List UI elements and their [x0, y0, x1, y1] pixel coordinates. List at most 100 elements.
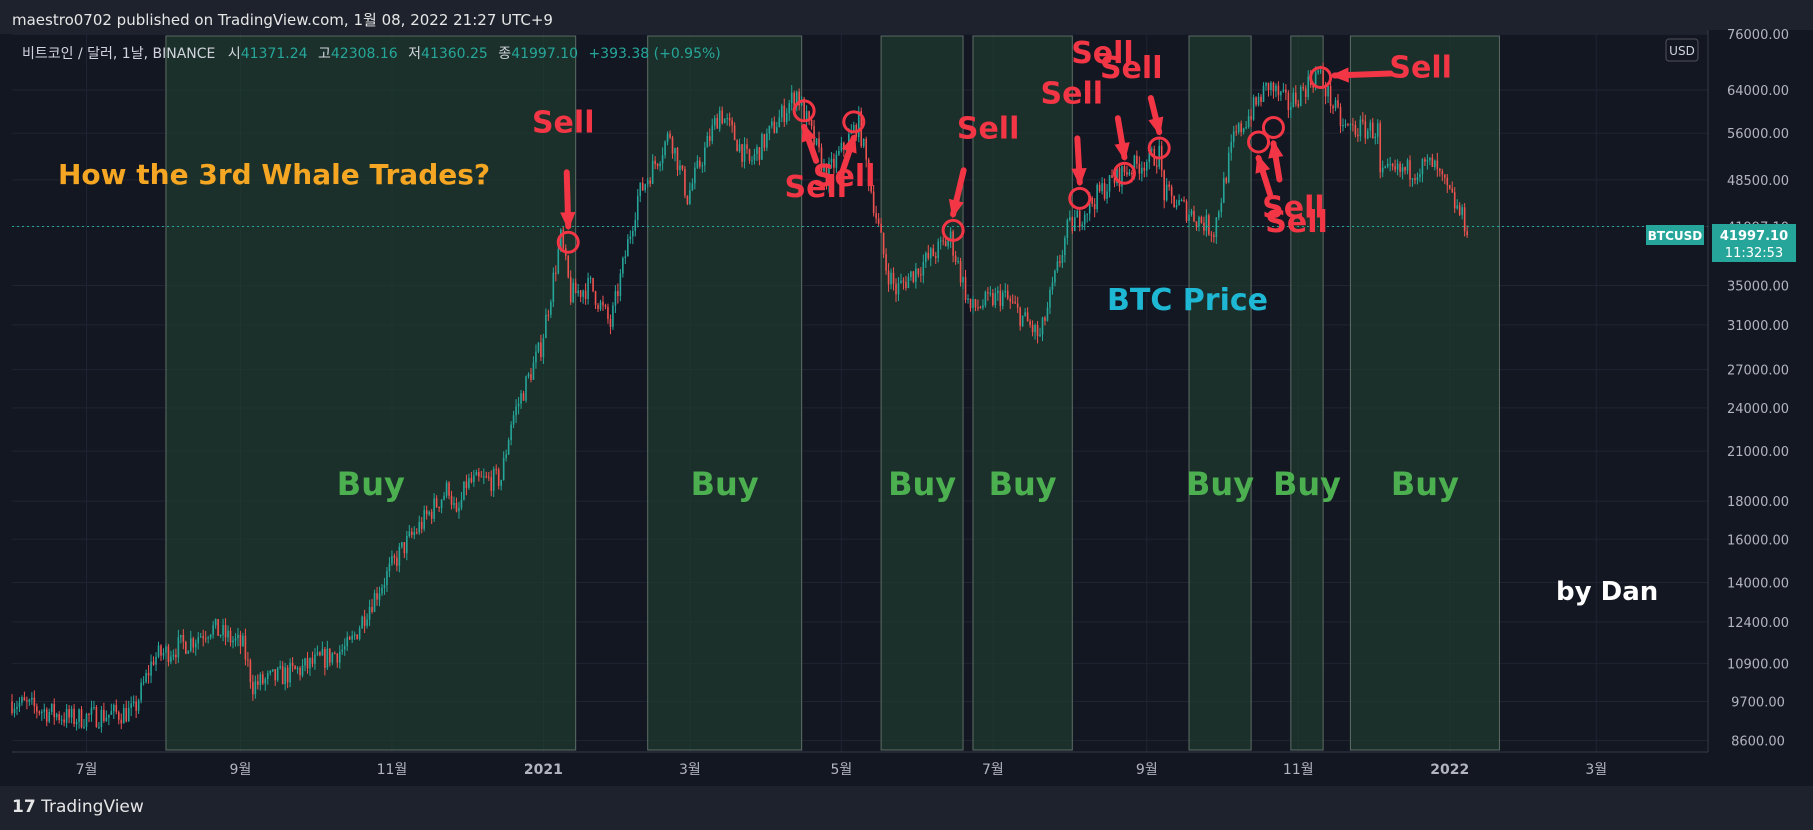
- candlestick-chart[interactable]: Buy Buy Buy Buy Buy Buy Buy SellSellSellSellSe…: [0, 0, 1813, 786]
- candle-body: [1367, 130, 1369, 139]
- candle-body: [954, 255, 957, 262]
- candle-body: [711, 125, 714, 141]
- candle-body: [1230, 142, 1233, 153]
- candle-body: [73, 708, 75, 725]
- candle-body: [905, 281, 907, 288]
- price-tick-label: 64000.00: [1727, 84, 1789, 99]
- candle-body: [1242, 128, 1245, 133]
- candle-body: [540, 342, 542, 358]
- tradingview-logo[interactable]: 17 TradingView: [12, 797, 144, 817]
- sell-label: Sell: [1100, 51, 1163, 86]
- candle-body: [1111, 175, 1113, 178]
- candle-body: [1272, 82, 1275, 92]
- candle-body: [425, 510, 428, 515]
- candle-body: [229, 630, 232, 643]
- candle-body: [311, 658, 314, 664]
- buy-label: Buy: [989, 465, 1057, 503]
- candle-body: [1103, 183, 1106, 199]
- candles: [11, 62, 1468, 733]
- candle-body: [584, 290, 587, 299]
- candle-body: [1106, 191, 1108, 199]
- candle-body: [309, 658, 311, 669]
- candle-body: [1287, 92, 1290, 110]
- candle-body: [1376, 123, 1379, 137]
- candle-body: [649, 180, 651, 184]
- candle-body: [502, 457, 505, 481]
- candle-body: [957, 261, 959, 263]
- candle-body: [1173, 195, 1175, 208]
- candle-body: [823, 164, 825, 172]
- candle-body: [1073, 217, 1076, 232]
- candle-body: [947, 240, 949, 247]
- candle-body: [31, 697, 33, 700]
- candle-body: [142, 681, 145, 683]
- candle-body: [53, 703, 56, 718]
- candle-body: [790, 92, 793, 104]
- candle-body: [1304, 88, 1307, 98]
- candle-body: [572, 282, 574, 303]
- candle-body: [788, 103, 791, 114]
- candle-body: [997, 290, 999, 293]
- candle-body: [741, 144, 743, 162]
- candle-body: [778, 117, 781, 128]
- candle-body: [1371, 122, 1374, 139]
- candle-body: [915, 268, 917, 282]
- candle-body: [582, 290, 584, 297]
- candle-body: [1041, 317, 1044, 335]
- sell-circle: [1112, 161, 1136, 185]
- candle-body: [117, 712, 120, 720]
- candle-body: [1347, 124, 1349, 126]
- candle-body: [1116, 168, 1118, 184]
- candle-body: [607, 306, 609, 319]
- price-tick-label: 9700.00: [1731, 695, 1785, 710]
- candle-body: [634, 219, 637, 231]
- candle-body: [942, 240, 944, 242]
- candle-body: [1396, 163, 1399, 170]
- candle-body: [1354, 125, 1357, 135]
- candle-body: [152, 661, 155, 665]
- candle-body: [455, 503, 458, 512]
- legend-change: +393.38 (+0.95%): [588, 46, 720, 62]
- candle-body: [353, 634, 356, 636]
- candle-body: [1401, 167, 1404, 172]
- candle-body: [701, 165, 704, 167]
- candle-body: [239, 634, 242, 647]
- candle-body: [1250, 116, 1252, 120]
- legend-low-label: 저: [408, 46, 421, 62]
- candle-body: [401, 542, 403, 547]
- candle-body: [594, 291, 597, 305]
- candle-body: [420, 521, 423, 529]
- candle-body: [366, 619, 368, 626]
- candle-body: [75, 721, 78, 725]
- candle-body: [1220, 202, 1223, 213]
- currency-badge[interactable]: [1665, 38, 1699, 62]
- candle-body: [820, 147, 823, 172]
- candle-body: [1168, 184, 1170, 187]
- candle-body: [150, 661, 152, 676]
- candle-body: [36, 706, 38, 712]
- candle-body: [1334, 100, 1337, 109]
- candle-body: [1193, 210, 1195, 222]
- time-axis[interactable]: 7월 9월 11월 2021 3월 5월 7월 9월 11월 2022 3월: [76, 762, 1608, 778]
- candle-body: [562, 229, 565, 248]
- candle-body: [1039, 334, 1041, 336]
- candle-body: [1314, 72, 1317, 88]
- candle-body: [358, 628, 361, 640]
- candle-body: [1031, 324, 1034, 333]
- candle-body: [1379, 123, 1382, 173]
- candle-body: [527, 374, 530, 377]
- candle-body: [974, 299, 977, 308]
- candle-body: [1302, 86, 1305, 89]
- candle-body: [989, 293, 992, 295]
- candle-body: [242, 635, 244, 647]
- legend-high: 42308.16: [331, 46, 398, 62]
- candle-body: [177, 637, 180, 658]
- candle-body: [224, 625, 227, 638]
- candle-body: [656, 163, 659, 167]
- candle-body: [132, 701, 135, 704]
- candle-body: [247, 659, 249, 661]
- candle-body: [733, 125, 736, 141]
- candle-body: [897, 283, 900, 295]
- candle-body: [609, 318, 612, 328]
